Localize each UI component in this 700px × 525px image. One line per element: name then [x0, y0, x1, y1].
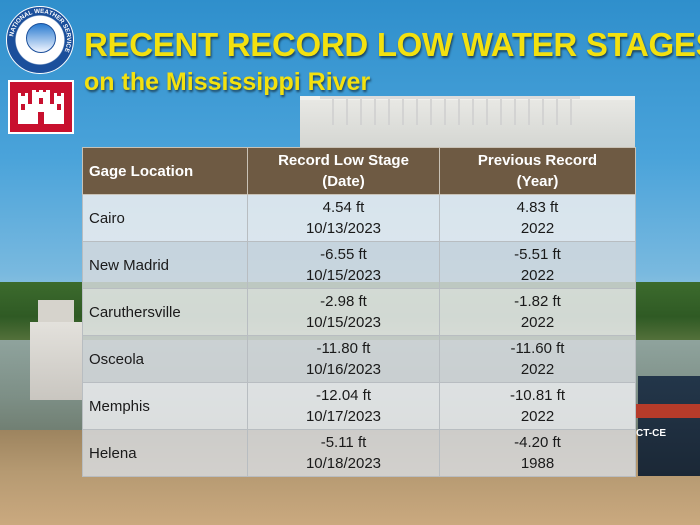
table-row: New Madrid -6.55 ft 10/15/2023 -5.51 ft … — [82, 241, 636, 289]
previous-stage: 4.83 ft — [516, 199, 559, 216]
castle-icon — [18, 90, 64, 124]
tug-cab — [38, 300, 74, 324]
previous-year: 2022 — [520, 361, 555, 378]
previous-stage: -10.81 ft — [509, 387, 566, 404]
record-stage: -2.98 ft — [320, 293, 367, 310]
previous-year: 2022 — [520, 220, 555, 237]
record-date: 10/17/2023 — [305, 408, 382, 425]
previous-year: 2022 — [520, 267, 555, 284]
page-title: RECENT RECORD LOW WATER STAGES — [84, 26, 700, 63]
record-date: 10/15/2023 — [305, 314, 382, 331]
gage-location-cell: Helena — [82, 429, 248, 477]
previous-record-cell: -1.82 ft 2022 — [439, 288, 636, 336]
record-stage: -5.11 ft — [320, 434, 367, 451]
previous-year: 2022 — [520, 314, 555, 331]
usace-castle-icon — [8, 80, 74, 134]
nws-logo-icon: NATIONAL WEATHER SERVICE — [6, 6, 74, 74]
previous-record-cell: -11.60 ft 2022 — [439, 335, 636, 383]
previous-stage: -4.20 ft — [514, 434, 561, 451]
table-row: Cairo 4.54 ft 10/13/2023 4.83 ft 2022 — [82, 194, 636, 242]
record-low-cell: -5.11 ft 10/18/2023 — [247, 429, 440, 477]
previous-year: 2022 — [520, 408, 555, 425]
record-low-table: Gage Location Record Low Stage (Date) Pr… — [82, 147, 636, 477]
table-row: Memphis -12.04 ft 10/17/2023 -10.81 ft 2… — [82, 382, 636, 430]
header-previous-line1: Previous Record — [477, 152, 598, 169]
record-stage: -12.04 ft — [315, 387, 372, 404]
tug-boat — [30, 322, 82, 400]
previous-year: 1988 — [520, 455, 555, 472]
record-low-cell: -6.55 ft 10/15/2023 — [247, 241, 440, 289]
barge-label: CT-CE — [636, 428, 666, 439]
previous-stage: -5.51 ft — [514, 246, 561, 263]
header-previous-record: Previous Record (Year) — [439, 147, 636, 195]
header-gage-location: Gage Location — [82, 147, 248, 195]
record-low-cell: -12.04 ft 10/17/2023 — [247, 382, 440, 430]
gage-location-cell: Memphis — [82, 382, 248, 430]
previous-stage: -11.60 ft — [510, 340, 565, 357]
gage-location-cell: Cairo — [82, 194, 248, 242]
header-location-label: Gage Location — [89, 162, 194, 180]
barge — [638, 376, 700, 476]
record-date: 10/18/2023 — [305, 455, 382, 472]
record-date: 10/13/2023 — [305, 220, 382, 237]
record-stage: -6.55 ft — [320, 246, 367, 263]
previous-record-cell: -4.20 ft 1988 — [439, 429, 636, 477]
header-record-low: Record Low Stage (Date) — [247, 147, 440, 195]
table-row: Osceola -11.80 ft 10/16/2023 -11.60 ft 2… — [82, 335, 636, 383]
record-low-cell: -11.80 ft 10/16/2023 — [247, 335, 440, 383]
gage-location-cell: New Madrid — [82, 241, 248, 289]
table-header-row: Gage Location Record Low Stage (Date) Pr… — [82, 147, 636, 195]
previous-stage: -1.82 ft — [514, 293, 561, 310]
header-previous-line2: (Year) — [516, 173, 559, 190]
record-date: 10/16/2023 — [305, 361, 382, 378]
gage-location-cell: Caruthersville — [82, 288, 248, 336]
barge-stripe — [636, 404, 700, 418]
table-row: Helena -5.11 ft 10/18/2023 -4.20 ft 1988 — [82, 429, 636, 477]
gage-location-cell: Osceola — [82, 335, 248, 383]
record-date: 10/15/2023 — [305, 267, 382, 284]
towboat-railing — [320, 96, 580, 125]
record-low-cell: 4.54 ft 10/13/2023 — [247, 194, 440, 242]
previous-record-cell: -10.81 ft 2022 — [439, 382, 636, 430]
nws-cloud-icon — [26, 23, 56, 53]
previous-record-cell: 4.83 ft 2022 — [439, 194, 636, 242]
previous-record-cell: -5.51 ft 2022 — [439, 241, 636, 289]
record-stage: 4.54 ft — [322, 199, 365, 216]
page-subtitle: on the Mississippi River — [84, 68, 371, 96]
header-record-line2: (Date) — [322, 173, 365, 190]
table-row: Caruthersville -2.98 ft 10/15/2023 -1.82… — [82, 288, 636, 336]
record-stage: -11.80 ft — [316, 340, 371, 357]
record-low-cell: -2.98 ft 10/15/2023 — [247, 288, 440, 336]
header-record-line1: Record Low Stage — [278, 152, 409, 169]
